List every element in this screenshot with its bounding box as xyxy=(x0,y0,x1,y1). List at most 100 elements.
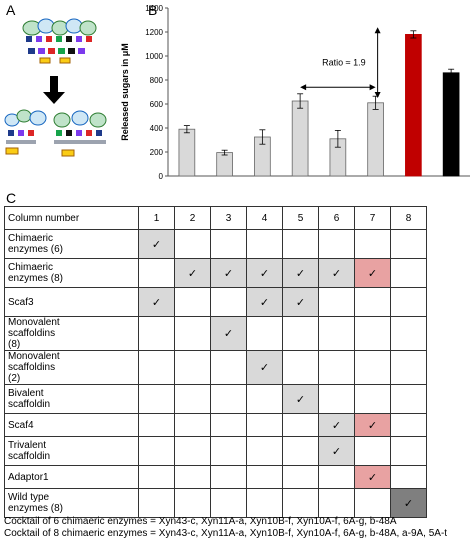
y-tick-label: 400 xyxy=(150,124,164,133)
table-row: Scaf4 ✓ ✓ xyxy=(4,413,427,437)
table-row: Chimaeric enzymes (6) ✓ xyxy=(4,229,427,259)
table-cell-col-1 xyxy=(138,258,175,288)
ratio-vertical-bottom-head xyxy=(374,92,381,98)
table-cell-col-6: ✓ xyxy=(318,436,355,466)
assembled-complex xyxy=(4,109,107,157)
header-label-cell: Column number xyxy=(4,206,139,230)
check-mark-icon: ✓ xyxy=(295,267,306,280)
column-header-5: 5 xyxy=(282,206,319,230)
row-label-cell: Adaptor1 xyxy=(4,465,139,489)
bar-column-6 xyxy=(367,102,384,177)
table-cell-col-7 xyxy=(354,350,391,385)
table-cell-col-3 xyxy=(210,287,247,317)
y-tick-label: 600 xyxy=(150,100,164,109)
table-cell-col-6 xyxy=(318,350,355,385)
check-mark-icon: ✓ xyxy=(295,296,306,309)
row-label-text: Chimaeric enzymes (8) xyxy=(8,262,64,284)
table-cell-col-5 xyxy=(282,413,319,437)
table-cell-col-4 xyxy=(246,384,283,414)
check-mark-icon: ✓ xyxy=(367,419,378,432)
table-cell-col-8: ✓ xyxy=(390,488,427,518)
table-cell-col-4 xyxy=(246,465,283,489)
check-mark-icon: ✓ xyxy=(367,471,378,484)
check-mark-icon: ✓ xyxy=(223,267,234,280)
column-header-2: 2 xyxy=(174,206,211,230)
column-header-4: 4 xyxy=(246,206,283,230)
column-header-1: 1 xyxy=(138,206,175,230)
table-cell-col-8 xyxy=(390,465,427,489)
table-row: Scaf3 ✓ ✓ ✓ xyxy=(4,287,427,317)
row-label-cell: Chimaeric enzymes (8) xyxy=(4,258,139,288)
ratio-vertical-top-head xyxy=(374,27,381,34)
table-cell-col-1 xyxy=(138,384,175,414)
table-cell-col-1 xyxy=(138,436,175,466)
footnote-8-text: Cocktail of 8 chimaeric enzymes = Xyn43-… xyxy=(4,528,448,539)
table-cell-col-4 xyxy=(246,436,283,466)
check-mark-icon: ✓ xyxy=(295,393,306,406)
table-cell-col-5 xyxy=(282,465,319,489)
check-mark-icon: ✓ xyxy=(259,362,270,374)
table-cell-col-3 xyxy=(210,229,247,259)
y-tick-label: 1200 xyxy=(145,28,163,37)
table-cell-col-3 xyxy=(210,436,247,466)
panel-c-letter: C xyxy=(6,190,17,206)
table-cell-col-2 xyxy=(174,384,211,414)
table-cell-col-8 xyxy=(390,436,427,466)
y-tick-label: 1400 xyxy=(145,4,163,13)
table-cell-col-3 xyxy=(210,488,247,518)
table-cell-col-6 xyxy=(318,384,355,414)
table-cell-col-3 xyxy=(210,413,247,437)
footnote-8-enzymes: Cocktail of 8 chimaeric enzymes = Xyn43-… xyxy=(4,528,447,539)
y-axis-title: Released sugars in μM xyxy=(120,43,130,141)
table-cell-col-5 xyxy=(282,229,319,259)
check-mark-icon: ✓ xyxy=(151,296,162,309)
table-cell-col-2 xyxy=(174,488,211,518)
row-label-text: Chimaeric enzymes (6) xyxy=(8,233,64,255)
table-cell-col-7 xyxy=(354,436,391,466)
table-cell-col-4: ✓ xyxy=(246,287,283,317)
bar-column-7 xyxy=(405,34,422,177)
check-mark-icon: ✓ xyxy=(259,267,270,280)
table-cell-col-6 xyxy=(318,229,355,259)
check-mark-icon: ✓ xyxy=(331,267,342,280)
table-cell-col-5: ✓ xyxy=(282,258,319,288)
table-cell-col-8 xyxy=(390,316,427,351)
table-cell-col-2 xyxy=(174,316,211,351)
table-cell-col-5 xyxy=(282,316,319,351)
row-label-cell: Scaf4 xyxy=(4,413,139,437)
row-label-cell: Wild type enzymes (8) xyxy=(4,488,139,518)
row-label-cell: Trivalent scaffoldin xyxy=(4,436,139,466)
table-header-row: Column number 1 2 3 4 5 6 7 8 xyxy=(4,206,427,230)
row-label-cell: Scaf3 xyxy=(4,287,139,317)
table-cell-col-4: ✓ xyxy=(246,350,283,385)
table-cell-col-1 xyxy=(138,465,175,489)
ratio-annotation: Ratio ≈ 1.9 xyxy=(322,58,365,68)
column-header-7: 7 xyxy=(354,206,391,230)
bar-column-1 xyxy=(178,128,196,177)
table-row: Monovalent scaffoldins (2) ✓ xyxy=(4,350,427,385)
row-label-cell: Monovalent scaffoldins (2) xyxy=(4,350,139,385)
table-cell-col-4: ✓ xyxy=(246,258,283,288)
table-cell-col-3: ✓ xyxy=(210,316,247,351)
row-label-cell: Chimaeric enzymes (6) xyxy=(4,229,139,259)
row-label-text: Adaptor1 xyxy=(8,471,49,483)
row-label-text: Scaf3 xyxy=(8,296,34,308)
table-cell-col-1 xyxy=(138,413,175,437)
panel-a-schematic xyxy=(4,18,107,157)
bar-column-2 xyxy=(216,152,233,177)
row-label-text: Scaf4 xyxy=(8,419,34,431)
row-label-text: Bivalent scaffoldin xyxy=(8,388,51,410)
table-row: Chimaeric enzymes (8) ✓ ✓ ✓ ✓ ✓ ✓ xyxy=(4,258,427,288)
composition-table: Column number 1 2 3 4 5 6 7 8 Chimaeric enzymes (… xyxy=(4,206,427,518)
y-tick-label: 0 xyxy=(159,172,164,181)
panel-b: B 0 200 400 600 800 1000 1200 1400 Released suga… xyxy=(108,0,474,190)
scaffold-top xyxy=(28,48,85,64)
table-cell-col-4 xyxy=(246,488,283,518)
row-label-text: Trivalent scaffoldin xyxy=(8,440,51,462)
row-label-text: Wild type enzymes (8) xyxy=(8,492,64,514)
check-mark-icon: ✓ xyxy=(187,267,198,280)
ratio-arrow-left-head xyxy=(300,84,307,91)
check-mark-icon: ✓ xyxy=(223,328,234,340)
bar-column-4 xyxy=(291,100,309,177)
row-label-cell: Bivalent scaffoldin xyxy=(4,384,139,414)
